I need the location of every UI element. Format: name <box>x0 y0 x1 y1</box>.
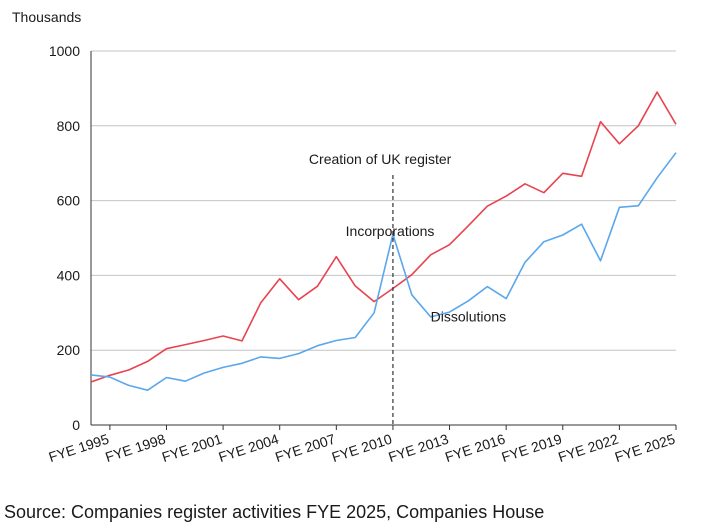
annotations: Creation of UK register <box>309 151 452 425</box>
x-tick-label: FYE 1995 <box>47 431 111 466</box>
y-tick-label: 200 <box>57 342 81 358</box>
x-tick-label: FYE 2022 <box>556 431 620 466</box>
x-tick-label: FYE 2004 <box>216 431 280 466</box>
series-label-dissolutions: Dissolutions <box>431 309 506 325</box>
y-tick-label: 600 <box>57 193 81 209</box>
y-tick-label: 0 <box>72 417 80 433</box>
series-lines: Incorporations Dissolutions <box>90 91 677 392</box>
x-tick-label: FYE 2013 <box>386 431 450 466</box>
x-tick-label: FYE 2007 <box>273 431 337 466</box>
y-axis-title: Thousands <box>12 9 82 25</box>
y-tick-labels: 0 200 400 600 800 1000 <box>49 43 80 433</box>
series-label-incorporations: Incorporations <box>346 223 435 239</box>
x-tick-label: FYE 2016 <box>443 431 507 466</box>
annotation-label: Creation of UK register <box>309 151 452 167</box>
series-line-dissolutions <box>90 152 677 392</box>
y-tick-label: 1000 <box>49 43 80 59</box>
x-tick-label: FYE 1998 <box>103 431 167 466</box>
series-line-incorporations <box>90 91 677 383</box>
x-tick-label: FYE 2010 <box>330 431 394 466</box>
source-note: Source: Companies register activities FY… <box>4 502 545 522</box>
y-tick-label: 400 <box>57 267 81 283</box>
x-tick-label: FYE 2001 <box>160 431 224 466</box>
x-tick-label: FYE 2025 <box>613 431 677 466</box>
y-tick-label: 800 <box>57 118 81 134</box>
x-tick-label: FYE 2019 <box>500 431 564 466</box>
